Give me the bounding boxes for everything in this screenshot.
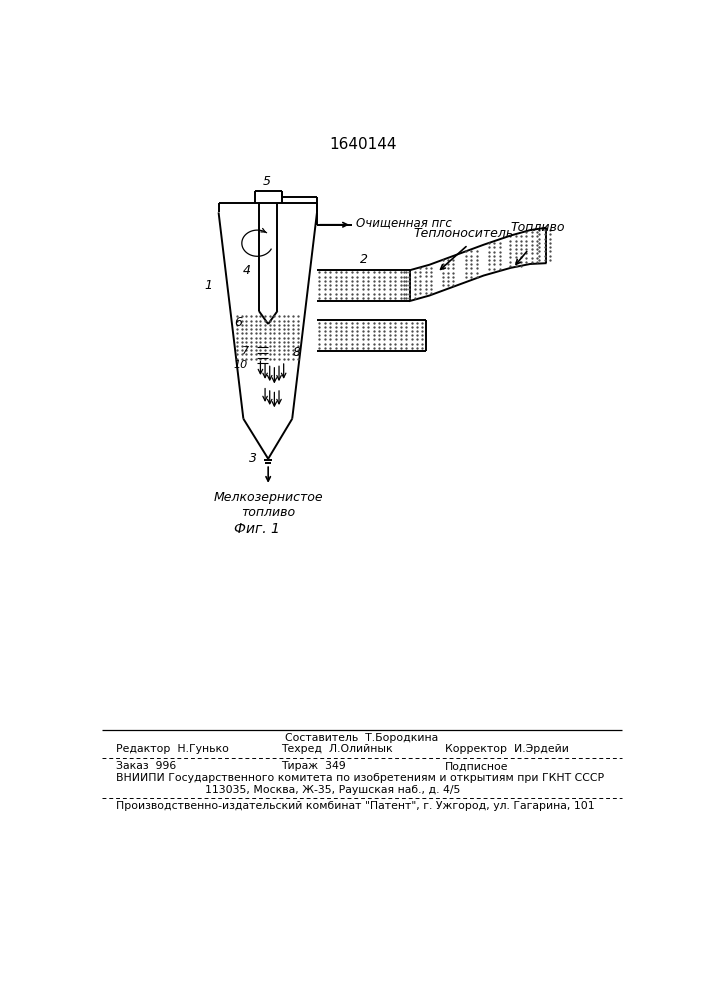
Text: 6: 6 (234, 316, 242, 329)
Text: Топливо: Топливо (510, 221, 566, 234)
Text: Тираж  349: Тираж 349 (281, 761, 345, 771)
Text: 10: 10 (234, 360, 248, 370)
Text: Редактор  Н.Гунько: Редактор Н.Гунько (115, 744, 228, 754)
Text: 113035, Москва, Ж-35, Раушская наб., д. 4/5: 113035, Москва, Ж-35, Раушская наб., д. … (204, 785, 460, 795)
Text: 8: 8 (292, 346, 300, 359)
Text: Составитель  Т.Бородкина: Составитель Т.Бородкина (286, 733, 438, 743)
Text: ВНИИПИ Государственного комитета по изобретениям и открытиям при ГКНТ СССР: ВНИИПИ Государственного комитета по изоб… (115, 773, 604, 783)
Text: Производственно-издательский комбинат "Патент", г. Ужгород, ул. Гагарина, 101: Производственно-издательский комбинат "П… (115, 801, 594, 811)
Text: Очищенная пгс: Очищенная пгс (356, 216, 452, 229)
Text: Корректор  И.Эрдейи: Корректор И.Эрдейи (445, 744, 568, 754)
Text: 1640144: 1640144 (329, 137, 397, 152)
Text: 3: 3 (250, 452, 257, 465)
Text: 7: 7 (242, 346, 249, 356)
Text: 1: 1 (204, 279, 213, 292)
Text: 4: 4 (243, 264, 250, 277)
Text: 2: 2 (360, 253, 368, 266)
Text: Фиг. 1: Фиг. 1 (235, 522, 280, 536)
Text: Подписное: Подписное (445, 761, 508, 771)
Text: 5: 5 (262, 175, 271, 188)
Text: Заказ  996: Заказ 996 (115, 761, 176, 771)
Text: Техред  Л.Олийнык: Техред Л.Олийнык (281, 744, 392, 754)
Text: Теплоноситель: Теплоноситель (414, 227, 514, 240)
Text: Мелкозернистое
топливо: Мелкозернистое топливо (214, 491, 323, 519)
